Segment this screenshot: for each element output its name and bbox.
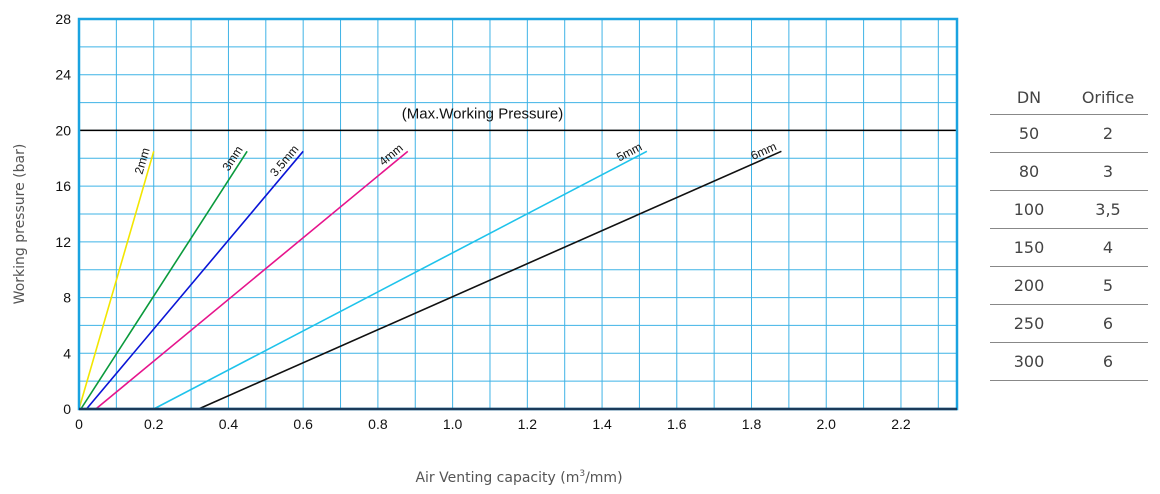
x-tick-label: 1.6: [667, 416, 687, 432]
table-row: 50 2: [990, 114, 1148, 153]
orifice-table: DN Orifice 50 2 80 3 100 3,5 150 4 200 5 250 6…: [990, 80, 1148, 381]
y-tick-label: 16: [55, 178, 71, 194]
orifice-cell: 3,5: [1068, 190, 1148, 229]
dn-cell: 100: [990, 190, 1068, 229]
series-line-3mm: [80, 150, 248, 410]
x-tick-label: 2.2: [891, 416, 911, 432]
x-tick-label: 1.8: [742, 416, 762, 432]
series-line-3-5mm: [85, 150, 304, 410]
series-line-6mm: [198, 150, 782, 410]
max-pressure-label: (Max.Working Pressure): [402, 105, 563, 122]
x-tick-label: 1.2: [518, 416, 538, 432]
x-tick-label: 1.4: [592, 416, 612, 432]
table-row: 150 4: [990, 228, 1148, 267]
table-row: 80 3: [990, 152, 1148, 191]
series-line-5mm: [153, 150, 648, 410]
y-tick-label: 12: [55, 234, 71, 250]
series-label-2mm: 2mm: [132, 146, 153, 176]
table-row: 250 6: [990, 304, 1148, 343]
y-tick-label: 8: [63, 290, 71, 306]
x-axis-title-tail: /mm): [585, 470, 622, 486]
y-tick-label: 0: [63, 401, 71, 417]
table-header-row: DN Orifice: [990, 80, 1148, 115]
dn-cell: 300: [990, 342, 1068, 381]
y-tick-label: 28: [55, 11, 71, 27]
series-line-2mm: [78, 151, 155, 410]
y-tick-label: 24: [55, 67, 71, 83]
x-tick-label: 0.2: [144, 416, 164, 432]
header-orifice: Orifice: [1068, 80, 1148, 115]
x-tick-label: 0: [75, 416, 83, 432]
orifice-cell: 2: [1068, 114, 1148, 153]
x-tick-label: 0.6: [293, 416, 313, 432]
header-dn: DN: [990, 80, 1068, 115]
x-tick-labels: 0 0.2 0.4 0.6 0.8 1.0 1.2 1.4 1.6 1.8 2.0 2.2: [75, 416, 911, 432]
table-row: 300 6: [990, 342, 1148, 381]
grid: [79, 19, 957, 409]
y-tick-labels: 0 4 8 12 16 20 24 28: [55, 11, 71, 417]
dn-cell: 250: [990, 304, 1068, 343]
dn-cell: 50: [990, 114, 1068, 153]
x-axis-title: Air Venting capacity (m3/mm): [415, 469, 622, 486]
x-tick-label: 2.0: [816, 416, 836, 432]
series-lines: [78, 150, 782, 410]
series-line-4mm: [95, 150, 409, 410]
orifice-cell: 6: [1068, 304, 1148, 343]
table-row: 100 3,5: [990, 190, 1148, 229]
x-axis-title-main: Air Venting capacity (m: [415, 470, 579, 486]
y-tick-label: 4: [63, 345, 71, 361]
orifice-cell: 3: [1068, 152, 1148, 191]
orifice-cell: 6: [1068, 342, 1148, 381]
dn-cell: 200: [990, 266, 1068, 305]
dn-cell: 80: [990, 152, 1068, 191]
x-tick-label: 0.4: [219, 416, 239, 432]
orifice-cell: 5: [1068, 266, 1148, 305]
y-axis-title: Working pressure (bar): [12, 144, 28, 305]
y-tick-label: 20: [55, 122, 71, 138]
table-row: 200 5: [990, 266, 1148, 305]
orifice-cell: 4: [1068, 228, 1148, 267]
x-tick-label: 0.8: [368, 416, 388, 432]
x-axis-title-sup: 3: [579, 469, 585, 479]
x-tick-label: 1.0: [443, 416, 463, 432]
dn-cell: 150: [990, 228, 1068, 267]
